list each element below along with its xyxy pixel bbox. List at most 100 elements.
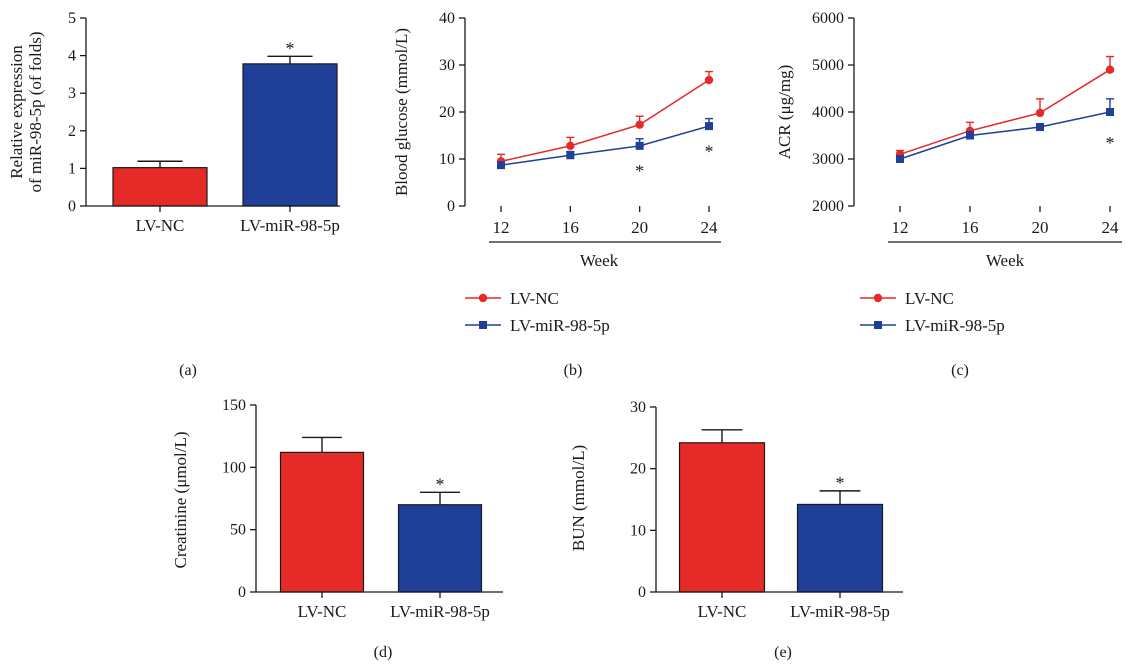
chart-b-point [497, 161, 505, 170]
chart-e-x-tick-label: LV-NC [698, 602, 747, 621]
chart-b-x-tick-label: 12 [493, 218, 510, 237]
chart-c-series-line [899, 69, 1111, 156]
chart-b-legend-marker [479, 321, 487, 329]
chart-b-point [635, 120, 644, 129]
chart-a-y-tick-label: 5 [68, 10, 76, 27]
chart-c-y-axis: 2000 3000 4000 5000 6000 [812, 10, 855, 215]
chart-c-y-tick-label: 2000 [812, 198, 844, 215]
chart-c-point [1035, 108, 1045, 118]
chart-e-bar [796, 503, 884, 593]
chart-c-x-tick-label: 16 [962, 218, 979, 237]
chart-b-point [705, 122, 713, 131]
chart-b-legend-marker [478, 293, 488, 303]
chart-c-point [1106, 108, 1114, 116]
chart-e-x-axis: LV-NC LV-miR-98-5p [656, 591, 903, 621]
chart-b-y-tick-label: 30 [439, 57, 455, 74]
chart-a-x-tick-label: LV-miR-98-5p [240, 216, 340, 235]
chart-c-x-tick-label: 24 [1102, 218, 1120, 237]
chart-b-y-tick-label: 10 [439, 151, 455, 168]
chart-a-panel-label: (a) [179, 362, 197, 379]
chart-c-significance-star: * [1106, 133, 1115, 153]
chart-c-point [1105, 65, 1115, 74]
chart-b-significance-star: * [635, 161, 644, 181]
chart-d-y-axis: 0 50 100 150 [222, 397, 257, 601]
chart-a: 0 1 2 3 4 5 * LV-NC LV-miR-98-5p Relative expr… [7, 10, 340, 379]
chart-b-y-tick-label: 20 [439, 104, 455, 121]
chart-c-y-tick-label: 4000 [812, 104, 844, 121]
chart-d: 0 50 100 150 * LV-NC LV-miR-98-5p Creatinine… [171, 397, 503, 661]
chart-a-y-tick-label: 0 [68, 198, 76, 215]
chart-c-point [896, 155, 904, 163]
chart-b-series-line [500, 125, 710, 166]
chart-c-y-tick-label: 3000 [812, 151, 844, 168]
chart-c-x-axis: 12 16 20 24 [888, 206, 1122, 243]
chart-a-bar [112, 167, 208, 207]
chart-c-legend-marker [873, 293, 883, 303]
chart-a-y-tick-label: 1 [68, 160, 76, 177]
chart-b-significance-star: * [705, 142, 714, 162]
chart-d-y-tick-label: 0 [238, 584, 246, 601]
chart-b-x-tick-label: 16 [562, 218, 579, 237]
chart-b-y-tick-label: 0 [447, 198, 455, 215]
chart-c-point [1036, 123, 1044, 132]
chart-b-point [704, 75, 714, 85]
chart-a-bars: * [112, 38, 338, 207]
chart-c-legend-marker [874, 321, 882, 329]
chart-a-y-tick-label: 2 [68, 123, 76, 140]
chart-d-bar [279, 451, 365, 593]
chart-b-legend-label: LV-miR-98-5p [510, 316, 610, 335]
chart-c-x-tick-label: 12 [892, 218, 909, 237]
chart-d-x-axis: LV-NC LV-miR-98-5p [256, 591, 503, 621]
chart-c-legend-label: LV-miR-98-5p [905, 316, 1005, 335]
chart-e-y-tick-label: 20 [630, 461, 646, 478]
chart-e-y-tick-label: 30 [630, 399, 646, 416]
chart-d-x-tick-label: LV-miR-98-5p [390, 602, 490, 621]
chart-e-bars: * [678, 429, 884, 593]
chart-b-point [566, 141, 575, 151]
chart-b-legend: LV-NC LV-miR-98-5p [465, 289, 610, 335]
chart-b-xlabel: Week [580, 251, 619, 270]
chart-a-bar [242, 63, 338, 207]
chart-c-xlabel: Week [986, 251, 1025, 270]
chart-b-point [635, 141, 644, 150]
chart-b-y-tick-label: 40 [439, 10, 455, 27]
chart-a-ylabel-line1: Relative expression [7, 45, 26, 179]
chart-d-y-tick-label: 150 [222, 397, 246, 414]
chart-c-y-tick-label: 6000 [812, 10, 844, 27]
chart-e-y-tick-label: 10 [630, 522, 646, 539]
chart-c-ylabel: ACR (μg/mg) [775, 65, 794, 160]
chart-e-y-tick-label: 0 [638, 584, 646, 601]
chart-b-series: ** [496, 70, 714, 181]
chart-a-x-tick-label: LV-NC [136, 216, 185, 235]
chart-c-panel-label: (c) [951, 362, 969, 379]
chart-b-panel-label: (b) [564, 362, 583, 379]
chart-b-x-tick-label: 20 [631, 218, 648, 237]
chart-c-x-tick-label: 20 [1032, 218, 1049, 237]
chart-b-x-tick-label: 24 [701, 218, 719, 237]
chart-d-y-tick-label: 100 [222, 459, 246, 476]
chart-e-y-axis: 0 10 20 30 [630, 399, 657, 601]
chart-e-significance-star: * [836, 473, 845, 493]
chart-c-legend-label: LV-NC [905, 289, 954, 308]
chart-d-bars: * [279, 436, 483, 593]
chart-e-bar [678, 442, 766, 593]
chart-a-y-tick-label: 3 [68, 85, 76, 102]
chart-a-ylabel-line2: of miR-98-5p (of folds) [26, 31, 45, 192]
chart-c-point [966, 131, 974, 140]
chart-a-x-axis: LV-NC LV-miR-98-5p [86, 205, 340, 235]
chart-b-y-axis: 0 10 20 30 40 [439, 10, 466, 215]
chart-b-ylabel: Blood glucose (mmol/L) [392, 28, 411, 196]
chart-c-series: * [895, 55, 1115, 163]
chart-c-y-tick-label: 5000 [812, 57, 844, 74]
chart-a-significance-star: * [286, 38, 295, 58]
chart-d-significance-star: * [436, 474, 445, 494]
chart-b-point [566, 151, 575, 160]
chart-d-y-tick-label: 50 [230, 522, 246, 539]
chart-a-y-tick-label: 4 [68, 48, 76, 65]
chart-b-x-axis: 12 16 20 24 [489, 206, 721, 243]
chart-c-series-line [899, 111, 1111, 160]
chart-e-x-tick-label: LV-miR-98-5p [790, 602, 890, 621]
chart-d-panel-label: (d) [374, 644, 393, 661]
chart-a-y-axis: 0 1 2 3 4 5 [68, 10, 87, 215]
